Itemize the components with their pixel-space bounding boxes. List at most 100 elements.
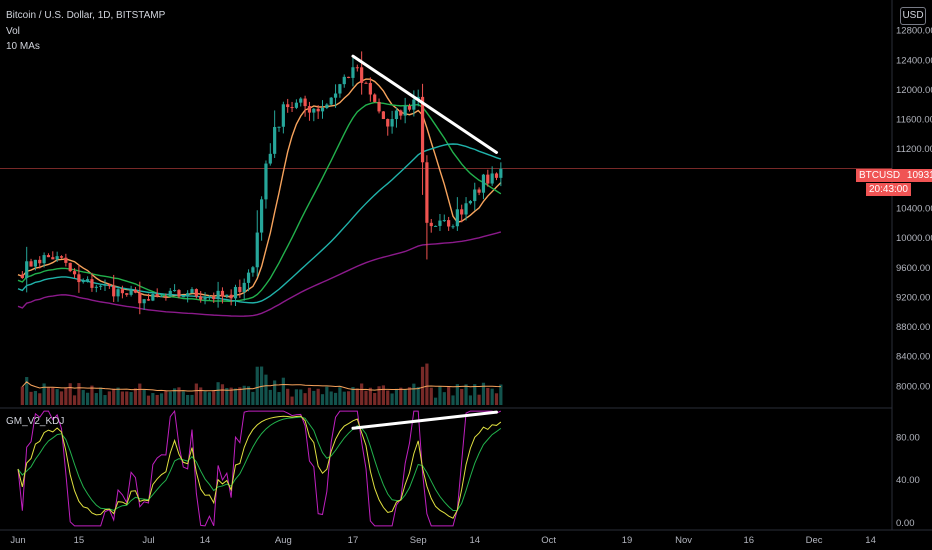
time-tick-label: Dec [806, 535, 823, 546]
symbol-title[interactable]: Bitcoin / U.S. Dollar, 1D, BITSTAMP [6, 10, 166, 21]
volume-bar [55, 389, 59, 405]
candle-body [464, 203, 468, 215]
time-tick-label: 16 [744, 535, 755, 546]
volume-bar [233, 388, 238, 405]
grid [0, 0, 932, 531]
volume-bar [403, 389, 407, 405]
volume-bar [86, 392, 90, 405]
time-tick-label: 17 [348, 535, 359, 546]
volume-bar [355, 388, 359, 405]
volume-bar [146, 395, 151, 405]
volume-bar [20, 386, 24, 405]
volume-bar [68, 383, 72, 405]
candle-body [212, 296, 216, 300]
candle-body [429, 222, 433, 227]
volume-bar [229, 387, 233, 405]
volume-bar [138, 383, 142, 405]
candle-body [55, 256, 59, 260]
candle-body [20, 274, 24, 279]
volume-bar [260, 366, 264, 405]
candle-body [99, 285, 103, 287]
candle-body [442, 220, 446, 222]
candle-body [360, 67, 364, 83]
candle-body [386, 119, 390, 127]
moving-averages [17, 78, 502, 317]
candle-body [286, 104, 290, 108]
volume-bar [251, 391, 255, 405]
candle-body [303, 98, 307, 107]
currency-button[interactable]: USD [900, 7, 926, 25]
volume-bar [212, 390, 216, 405]
candle-body [447, 220, 451, 227]
candle-body [68, 262, 72, 272]
volume-bar [59, 391, 64, 405]
ma-long-line [17, 231, 502, 317]
indicator-label[interactable]: GM_V2_KDJ [6, 416, 65, 427]
candle-body [351, 67, 355, 78]
candle-body [64, 257, 68, 263]
volume-bar [90, 385, 94, 405]
volume-bar [51, 387, 55, 405]
volume-bar [481, 382, 486, 405]
candle-body [399, 110, 403, 116]
volume-bar [368, 387, 372, 405]
candle-body [125, 293, 129, 295]
volume-bar [442, 392, 446, 405]
volume-bar [203, 391, 207, 405]
candle-body [81, 280, 85, 283]
volume-bars [20, 363, 503, 405]
candle-body [460, 209, 464, 215]
volume-bar [33, 390, 37, 405]
candle-body [394, 110, 399, 120]
kdj-k-line [17, 415, 502, 519]
volume-bar [273, 380, 277, 405]
candle-body [499, 168, 503, 178]
candle-body [481, 174, 486, 193]
volume-bar [425, 363, 429, 405]
last-price-tag: 10931.28 [906, 170, 932, 181]
volume-bar [151, 393, 155, 405]
candle-body [494, 173, 499, 178]
volume-bar [199, 387, 203, 405]
time-tick-label: 14 [200, 535, 211, 546]
price-tick-label: 9200.00 [896, 292, 930, 303]
price-tick-label: 12400.00 [896, 55, 932, 66]
volume-bar [390, 393, 394, 405]
volume-bar [477, 394, 481, 405]
candle-body [77, 274, 81, 283]
price-tick-label: 8000.00 [896, 381, 930, 392]
volume-bar [268, 389, 272, 405]
candle-body [368, 83, 372, 95]
time-tick-label: 14 [865, 535, 876, 546]
candle-body [220, 290, 225, 297]
time-tick-label: 15 [74, 535, 85, 546]
volume-bar [181, 391, 185, 405]
volume-label[interactable]: Vol [6, 26, 20, 37]
candle-body [112, 286, 116, 297]
candle-body [229, 294, 233, 299]
candle-body [473, 189, 477, 202]
ma-label[interactable]: 10 MAs [6, 41, 40, 52]
candle-body [72, 271, 77, 275]
volume-bar [242, 385, 246, 405]
volume-bar [264, 374, 268, 405]
volume-bar [116, 387, 120, 405]
volume-bar [325, 386, 329, 405]
volume-bar [460, 389, 464, 405]
volume-bar [429, 387, 433, 405]
volume-bar [490, 388, 494, 405]
volume-bar [381, 385, 385, 405]
volume-bar [281, 377, 285, 405]
trendlines[interactable] [351, 54, 498, 430]
volume-bar [94, 393, 98, 405]
candles[interactable] [20, 51, 503, 315]
candle-body [116, 289, 120, 297]
volume-bar [312, 390, 316, 405]
time-tick-label: Aug [275, 535, 292, 546]
price-tick-label: 9600.00 [896, 263, 930, 274]
kdj-trendline [351, 410, 498, 430]
candle-body [238, 286, 242, 293]
volume-bar [159, 393, 164, 405]
countdown-tag: 20:43:00 [866, 183, 911, 196]
